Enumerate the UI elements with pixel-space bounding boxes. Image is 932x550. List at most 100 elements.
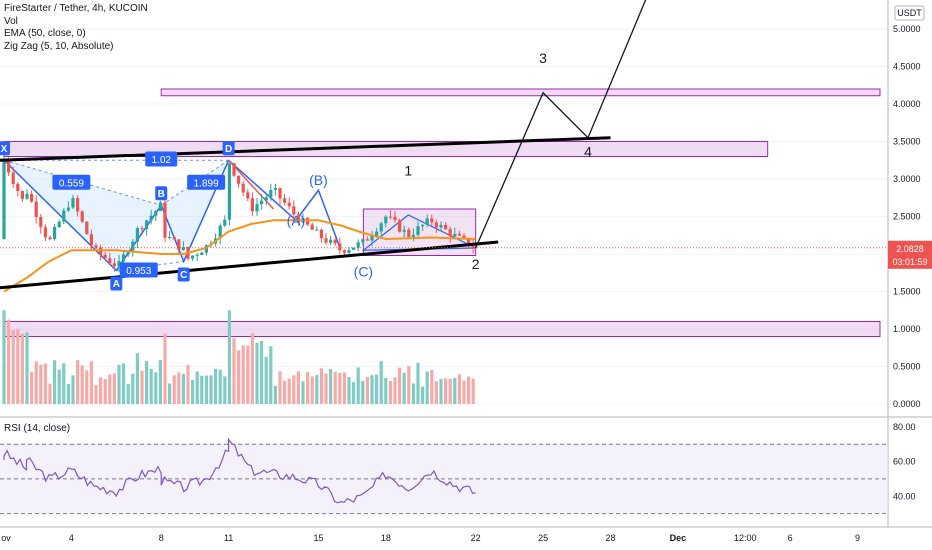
volume-bar[interactable] — [338, 372, 342, 404]
volume-bar[interactable] — [361, 380, 365, 404]
volume-bar[interactable] — [20, 333, 24, 404]
candle[interactable] — [241, 181, 245, 197]
trendline[interactable] — [0, 240, 499, 290]
candle[interactable] — [43, 224, 47, 242]
candle[interactable] — [20, 190, 24, 203]
volume-bar[interactable] — [177, 372, 181, 404]
candle[interactable] — [370, 231, 374, 247]
volume-bar[interactable] — [172, 375, 176, 404]
volume-bar[interactable] — [324, 373, 328, 404]
volume-bar[interactable] — [76, 360, 80, 404]
candle[interactable] — [237, 175, 241, 188]
candle[interactable] — [260, 194, 264, 211]
volume-bar[interactable] — [232, 338, 236, 404]
volume-bar[interactable] — [425, 371, 429, 404]
candle[interactable] — [195, 252, 199, 261]
volume-bar[interactable] — [181, 374, 185, 404]
candle[interactable] — [352, 247, 356, 251]
candle[interactable] — [425, 214, 429, 228]
candle[interactable] — [278, 187, 282, 205]
volume-bar[interactable] — [347, 376, 351, 404]
volume-bar[interactable] — [453, 377, 457, 404]
pattern-point-d[interactable]: D — [222, 141, 235, 156]
volume-bar[interactable] — [154, 372, 158, 404]
volume-bar[interactable] — [43, 363, 47, 404]
candle[interactable] — [310, 222, 314, 230]
candle[interactable] — [108, 253, 112, 265]
candle[interactable] — [149, 209, 153, 225]
volume-bar[interactable] — [398, 367, 402, 404]
volume-bar[interactable] — [34, 361, 38, 404]
wave-projection-path[interactable] — [475, 0, 656, 249]
volume-bar[interactable] — [278, 371, 282, 404]
volume-bar[interactable] — [444, 378, 448, 404]
candle[interactable] — [273, 183, 277, 196]
volume-bar[interactable] — [186, 364, 190, 404]
volume-bar[interactable] — [467, 376, 471, 404]
volume-bar[interactable] — [255, 342, 259, 404]
volume-bar[interactable] — [25, 332, 29, 404]
candle[interactable] — [53, 223, 57, 241]
pattern-point-c[interactable]: C — [177, 267, 190, 282]
candle[interactable] — [338, 237, 342, 255]
pattern-ratio-label[interactable]: 1.02 — [145, 151, 178, 167]
candle[interactable] — [398, 218, 402, 233]
volume-bar[interactable] — [273, 385, 277, 404]
volume-bar[interactable] — [250, 333, 254, 404]
volume-bar[interactable] — [457, 374, 461, 404]
volume-bar[interactable] — [48, 383, 52, 404]
candle[interactable] — [246, 188, 250, 202]
candle[interactable] — [218, 223, 222, 245]
candle[interactable] — [393, 211, 397, 223]
candle[interactable] — [200, 251, 204, 255]
candle[interactable] — [306, 216, 310, 226]
volume-bar[interactable] — [388, 380, 392, 404]
candle[interactable] — [223, 215, 227, 228]
volume-bar[interactable] — [57, 369, 61, 404]
candle[interactable] — [457, 230, 461, 237]
volume-bar[interactable] — [393, 377, 397, 404]
volume-bar[interactable] — [292, 375, 296, 404]
volume-bar[interactable] — [439, 379, 443, 404]
candle[interactable] — [315, 226, 319, 231]
candle[interactable] — [471, 239, 475, 254]
volume-bar[interactable] — [384, 377, 388, 404]
volume-bar[interactable] — [94, 385, 98, 404]
candle[interactable] — [388, 210, 392, 220]
candle[interactable] — [255, 197, 259, 216]
volume-bar[interactable] — [149, 368, 153, 404]
volume-bar[interactable] — [16, 329, 20, 404]
volume-bar[interactable] — [214, 368, 218, 404]
volume-bar[interactable] — [411, 383, 415, 404]
volume-bar[interactable] — [7, 319, 11, 404]
volume-bar[interactable] — [315, 375, 319, 404]
volume-bar[interactable] — [329, 368, 333, 404]
candle[interactable] — [177, 239, 181, 254]
volume-bar[interactable] — [163, 333, 167, 404]
volume-bar[interactable] — [223, 376, 227, 404]
candle[interactable] — [356, 239, 360, 252]
candle[interactable] — [361, 238, 365, 246]
pattern-ratio-label[interactable]: 0.559 — [52, 174, 91, 190]
volume-bar[interactable] — [287, 378, 291, 404]
candle[interactable] — [296, 211, 300, 226]
volume-bar[interactable] — [241, 345, 245, 404]
volume-bar[interactable] — [2, 310, 6, 404]
candle[interactable] — [181, 241, 185, 251]
candle[interactable] — [287, 197, 291, 210]
trendline[interactable] — [0, 136, 611, 162]
volume-bar[interactable] — [352, 382, 356, 404]
volume-bar[interactable] — [103, 379, 107, 404]
volume-bar[interactable] — [356, 367, 360, 404]
candle[interactable] — [292, 200, 296, 220]
volume-bar[interactable] — [407, 366, 411, 404]
volume-bar[interactable] — [117, 364, 121, 404]
volume-bar[interactable] — [264, 357, 268, 404]
volume-bar[interactable] — [421, 386, 425, 404]
volume-bar[interactable] — [306, 372, 310, 404]
candle[interactable] — [250, 192, 254, 216]
volume-bar[interactable] — [30, 372, 34, 404]
legend-volume[interactable]: Vol — [4, 15, 18, 27]
volume-bar[interactable] — [200, 375, 204, 404]
volume-bar[interactable] — [99, 377, 103, 404]
